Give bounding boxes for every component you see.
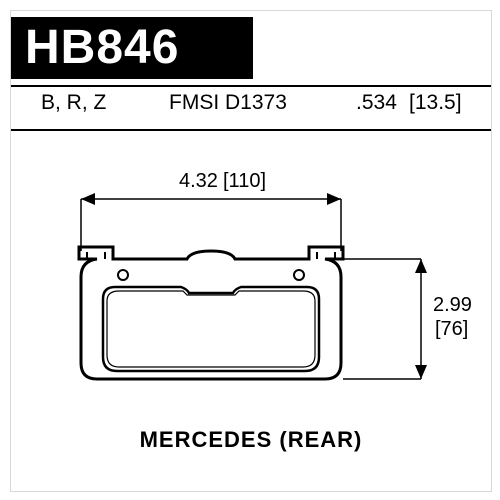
part-number: HB846 bbox=[11, 17, 253, 79]
thickness-mm: [13.5] bbox=[409, 91, 462, 115]
header-underline bbox=[11, 85, 491, 87]
info-underline bbox=[11, 129, 491, 131]
brake-pad-diagram: 4.32 [110] 2.99 [76] bbox=[11, 139, 491, 439]
compounds: B, R, Z bbox=[41, 91, 106, 115]
width-mm: [110] bbox=[223, 170, 266, 192]
fmsi-code: FMSI D1373 bbox=[169, 91, 287, 115]
application-label: MERCEDES (REAR) bbox=[11, 427, 491, 453]
thickness-in: .534 bbox=[356, 91, 397, 115]
header-band: HB846 bbox=[11, 17, 253, 79]
height-in: 2.99 bbox=[433, 294, 472, 316]
width-in: 4.32 bbox=[179, 170, 218, 192]
info-row: B, R, Z FMSI D1373 .534 [13.5] bbox=[11, 91, 491, 127]
image-frame: HB846 B, R, Z FMSI D1373 .534 [13.5] 4.3… bbox=[10, 10, 492, 492]
height-mm: [76] bbox=[435, 318, 468, 340]
